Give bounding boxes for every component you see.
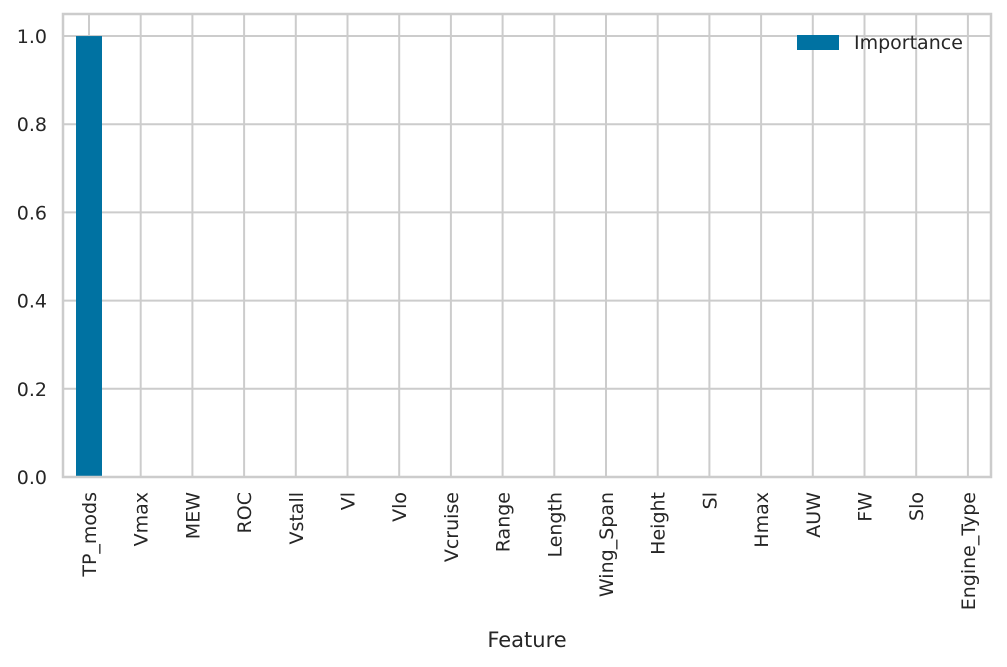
x-tick-label: TP_mods bbox=[79, 492, 101, 578]
plot-frame bbox=[61, 12, 993, 479]
x-tick-label: Vl bbox=[338, 492, 360, 510]
x-tick-label: Sl bbox=[699, 492, 721, 509]
x-tick-label: Slo bbox=[906, 492, 928, 521]
bars bbox=[76, 36, 102, 478]
x-tick-label: Wing_Span bbox=[596, 492, 618, 597]
y-tick-label: 0.6 bbox=[17, 202, 47, 224]
x-tick-label: Vmax bbox=[131, 492, 153, 546]
y-tick-label: 0.0 bbox=[17, 467, 47, 489]
y-tick-label: 1.0 bbox=[17, 26, 47, 48]
y-axis-ticks: 0.0 0.2 0.4 0.6 0.8 1.0 bbox=[17, 26, 47, 489]
legend-label-importance: Importance bbox=[854, 32, 963, 54]
x-tick-label: Hmax bbox=[751, 492, 773, 548]
x-tick-label: Vcruise bbox=[441, 492, 463, 562]
x-tick-label: Vstall bbox=[286, 492, 308, 545]
x-axis-title: Feature bbox=[487, 628, 566, 652]
x-tick-label: Vlo bbox=[389, 492, 411, 522]
x-tick-label: Engine_Type bbox=[958, 492, 980, 610]
x-tick-label: FW bbox=[855, 492, 877, 522]
x-tick-label: MEW bbox=[182, 492, 204, 539]
x-tick-label: Height bbox=[648, 492, 670, 555]
x-tick-label: Range bbox=[493, 492, 515, 552]
y-tick-label: 0.8 bbox=[17, 114, 47, 136]
x-tick-label: ROC bbox=[234, 492, 256, 533]
y-tick-label: 0.4 bbox=[17, 291, 47, 313]
x-axis-ticks: TP_mods Vmax MEW ROC Vstall Vl Vlo Vcruise Range… bbox=[79, 492, 980, 610]
legend-swatch-importance bbox=[797, 35, 839, 50]
x-tick-label: AUW bbox=[803, 492, 825, 538]
x-tick-label: Length bbox=[544, 492, 566, 558]
legend: Importance bbox=[797, 32, 963, 54]
bar-tp-mods bbox=[76, 36, 102, 478]
y-tick-label: 0.2 bbox=[17, 379, 47, 401]
gridlines bbox=[63, 14, 991, 478]
